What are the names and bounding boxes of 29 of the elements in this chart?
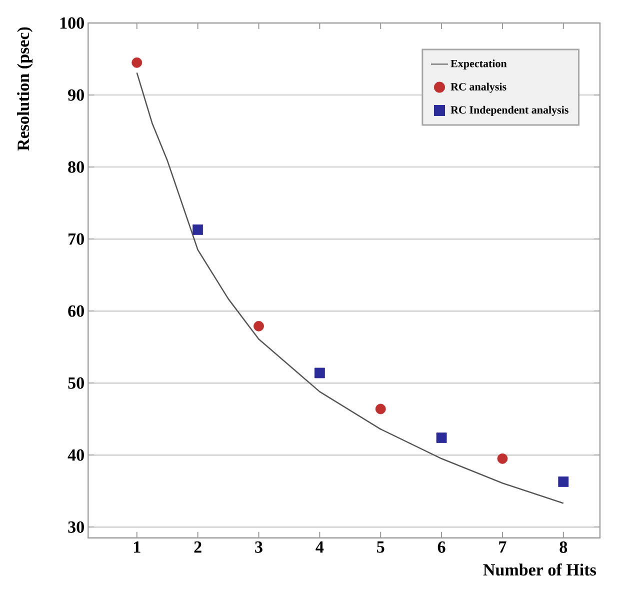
y-tick-label: 30 [68, 521, 84, 533]
x-tick-label: 2 [194, 541, 202, 553]
point [314, 368, 325, 378]
y-tick-label: 50 [68, 377, 84, 389]
y-tick-label: 80 [68, 161, 84, 173]
x-tick-label: 3 [255, 541, 262, 553]
point [436, 432, 447, 443]
point [558, 476, 569, 487]
x-tick-label: 1 [134, 541, 140, 553]
y-tick-label: 90 [68, 89, 84, 101]
x-tick-label: 8 [560, 541, 568, 553]
legend-label: RC Independent analysis [450, 106, 568, 116]
y-tick-label: 70 [68, 233, 84, 245]
point [254, 320, 264, 332]
y-tick-label: 60 [68, 305, 84, 317]
point [192, 224, 204, 235]
y-tick-label: 40 [68, 449, 84, 461]
legend-label: RC analysis [450, 82, 506, 93]
y-tick-label: 100 [60, 17, 84, 29]
x-axis-title: Number of Hits [483, 563, 596, 576]
point [375, 404, 386, 414]
point [497, 453, 508, 464]
legend-label: Expectation [450, 60, 507, 70]
y-axis-title: Resolution (psec) [17, 27, 33, 151]
point [132, 57, 142, 68]
x-tick-label: 5 [377, 541, 384, 553]
x-tick-label: 7 [499, 541, 506, 553]
x-tick-label: 6 [438, 541, 446, 553]
x-tick-label: 4 [316, 541, 324, 553]
